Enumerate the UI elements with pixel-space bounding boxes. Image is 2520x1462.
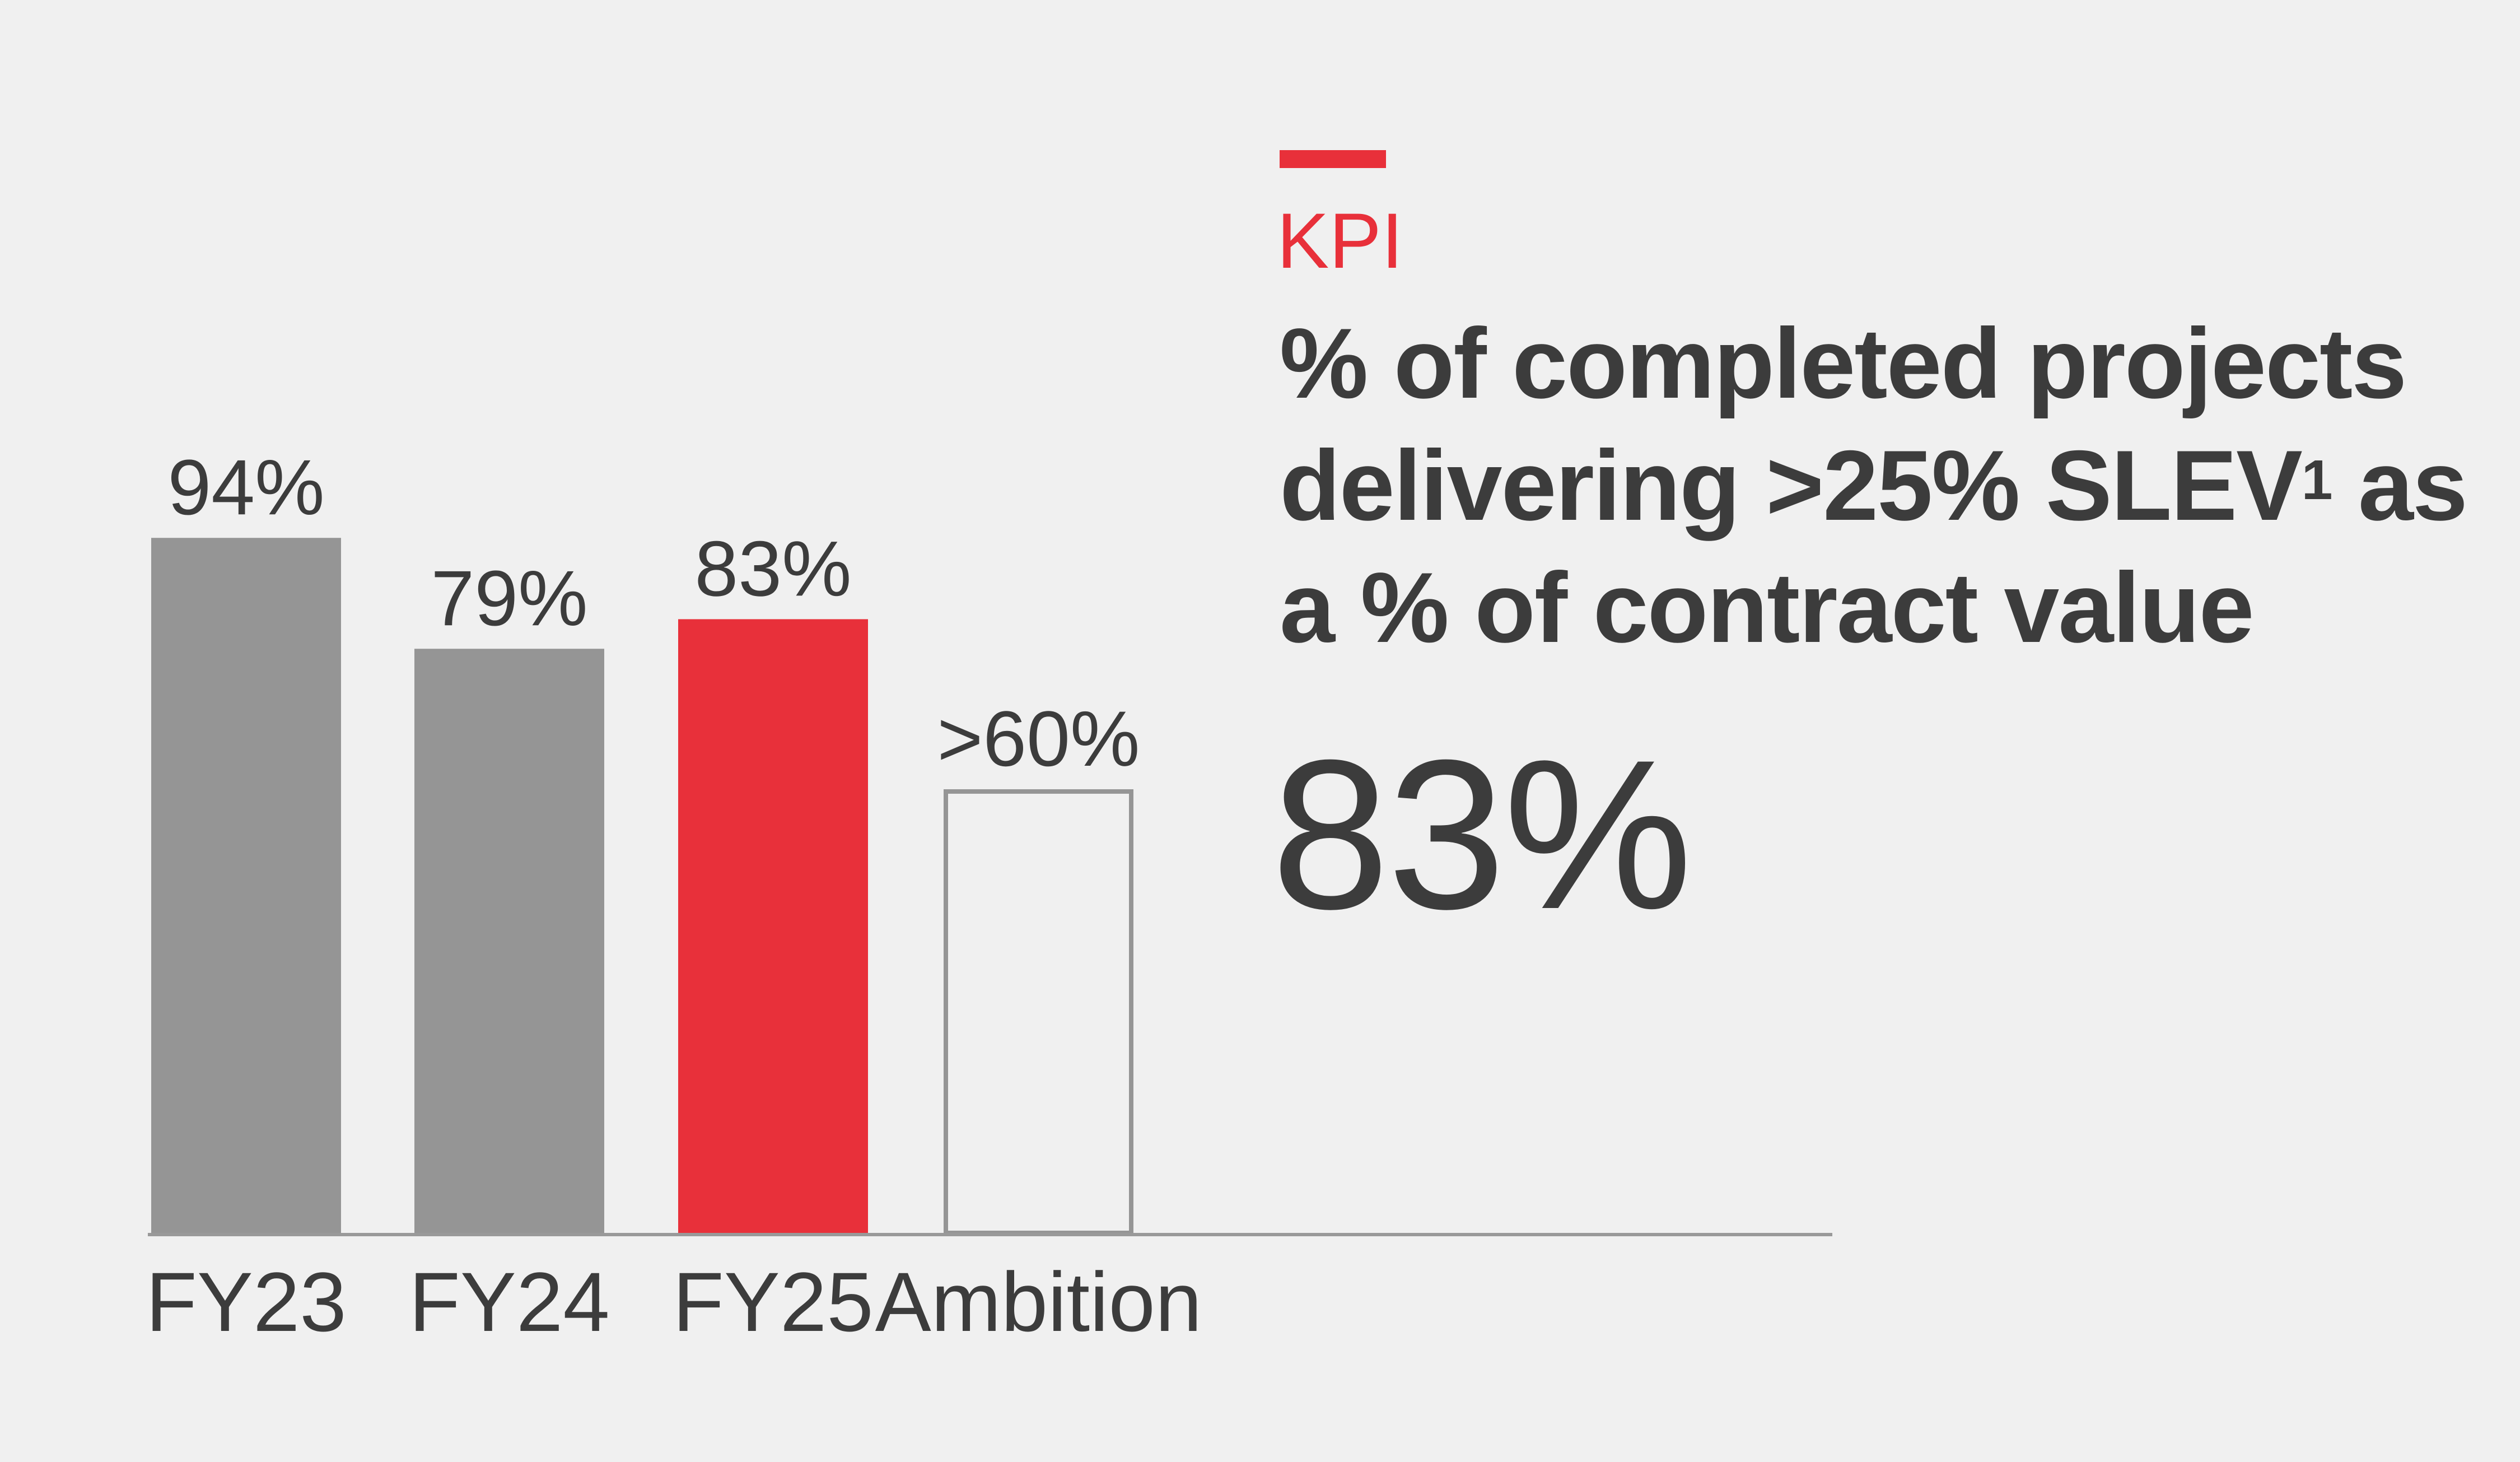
kpi-title: % of completed projects delivering >25% …	[1280, 302, 2484, 669]
kpi-headline-value: 83%	[1271, 715, 1693, 953]
kpi-accent-dash	[1280, 150, 1386, 168]
data-label: >60%	[937, 695, 1140, 783]
kpi-title-text-end: as a % of contract value	[1280, 430, 2468, 663]
bar-fy25	[678, 619, 868, 1233]
data-label: 83%	[694, 524, 851, 612]
bar-ambition	[944, 789, 1133, 1235]
x-tick-label: Ambition	[875, 1255, 1202, 1349]
footnote-marker: 1	[2301, 449, 2333, 511]
kpi-title-text: % of completed projects delivering >25% …	[1280, 308, 2407, 541]
kpi-label: KPI	[1277, 197, 1403, 285]
bar-fy23	[151, 538, 341, 1233]
x-tick-label: FY23	[146, 1255, 347, 1349]
data-label: 79%	[431, 554, 587, 642]
data-label: 94%	[167, 443, 324, 531]
x-tick-label: FY24	[409, 1255, 610, 1349]
bar-fy24	[414, 649, 604, 1233]
x-tick-label: FY25	[673, 1255, 874, 1349]
